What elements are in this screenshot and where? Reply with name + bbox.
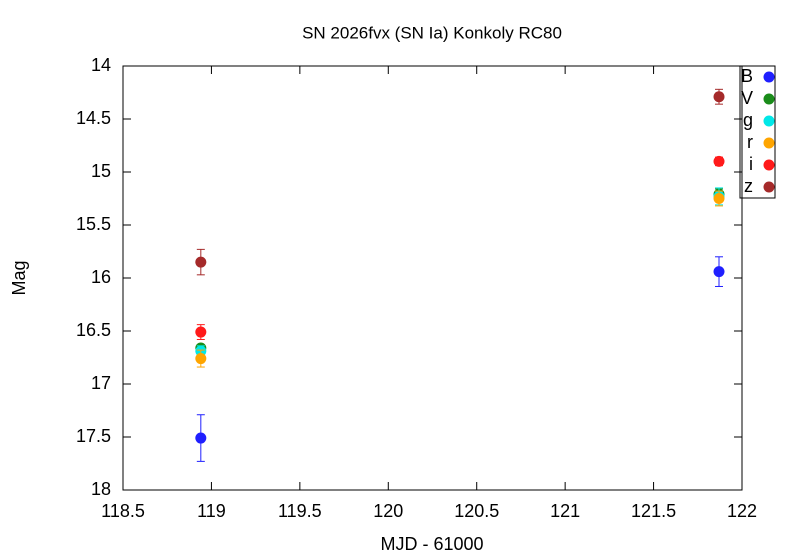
x-tick-label: 119 (197, 501, 226, 521)
x-axis-label: MJD - 61000 (380, 534, 483, 554)
legend-label: z (744, 176, 753, 196)
y-tick-label: 17.5 (76, 426, 111, 446)
point (713, 266, 725, 278)
point (713, 155, 725, 167)
y-tick-label: 18 (91, 479, 111, 499)
point (195, 326, 207, 338)
x-tick-label: 119.5 (278, 501, 322, 521)
legend-marker (763, 71, 775, 83)
y-axis-label: Mag (9, 260, 29, 295)
x-tick-label: 121 (550, 501, 580, 521)
x-tick-label: 120 (373, 501, 403, 521)
y-tick-label: 15 (91, 161, 111, 181)
x-tick-label: 121.5 (631, 501, 676, 521)
y-tick-label: 16 (91, 267, 111, 287)
legend-marker (763, 115, 775, 127)
point (713, 193, 725, 204)
y-tick-label: 14.5 (76, 108, 111, 128)
legend-marker (763, 137, 775, 149)
plot-frame (122, 65, 743, 491)
y-tick-label: 14 (91, 55, 111, 75)
legend-label: g (743, 110, 753, 130)
chart-title: SN 2026fvx (SN Ia) Konkoly RC80 (302, 23, 562, 42)
y-tick-label: 15.5 (76, 214, 111, 234)
x-tick-label: 118.5 (101, 501, 145, 521)
legend-label: B (741, 66, 753, 86)
legend-marker (763, 159, 775, 171)
y-tick-label: 16.5 (76, 320, 111, 340)
x-tick-label: 120.5 (454, 501, 499, 521)
legend-label: i (749, 154, 753, 174)
legend-label: V (741, 88, 753, 108)
legend-box (739, 65, 776, 199)
legend-label: r (747, 132, 753, 152)
point (195, 256, 207, 268)
y-tick-label: 17 (91, 373, 111, 393)
point (713, 91, 725, 103)
legend-marker (763, 181, 775, 193)
point (195, 353, 207, 365)
legend-marker (763, 93, 775, 105)
x-tick-label: 122 (727, 501, 757, 521)
point (195, 432, 207, 444)
